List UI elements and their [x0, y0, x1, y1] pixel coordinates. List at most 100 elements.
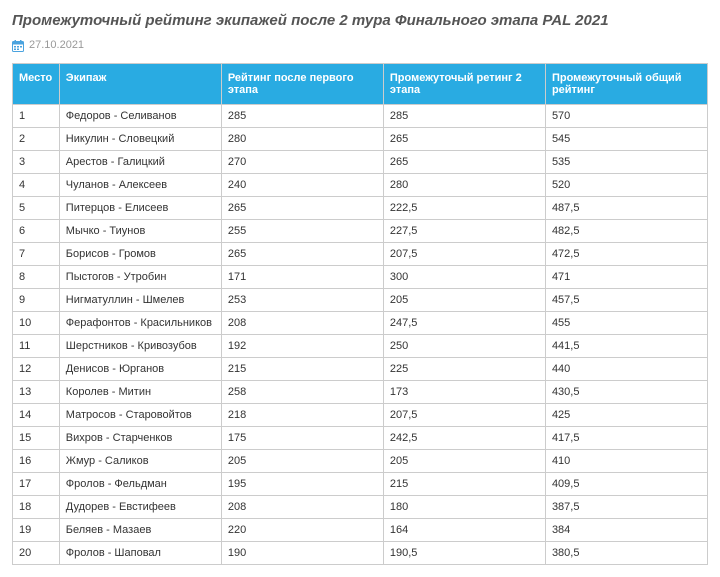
- table-cell: 409,5: [545, 473, 707, 496]
- table-cell: 440: [545, 358, 707, 381]
- table-cell: Ферафонтов - Красильников: [59, 312, 221, 335]
- table-cell: 164: [383, 519, 545, 542]
- table-cell: Фролов - Фельдман: [59, 473, 221, 496]
- table-cell: 173: [383, 381, 545, 404]
- table-cell: 285: [383, 105, 545, 128]
- col-header-r1: Рейтинг после первого этапа: [221, 64, 383, 105]
- table-cell: 208: [221, 496, 383, 519]
- ranking-table: Место Экипаж Рейтинг после первого этапа…: [12, 63, 708, 565]
- table-row: 1Федоров - Селиванов285285570: [13, 105, 708, 128]
- table-row: 12Денисов - Юрганов215225440: [13, 358, 708, 381]
- table-cell: Фролов - Шаповал: [59, 542, 221, 565]
- table-cell: 8: [13, 266, 60, 289]
- table-cell: 205: [383, 450, 545, 473]
- table-cell: 387,5: [545, 496, 707, 519]
- table-cell: 6: [13, 220, 60, 243]
- table-row: 16Жмур - Саликов205205410: [13, 450, 708, 473]
- table-cell: 192: [221, 335, 383, 358]
- table-cell: 218: [221, 404, 383, 427]
- table-cell: 570: [545, 105, 707, 128]
- table-cell: 545: [545, 128, 707, 151]
- table-cell: 227,5: [383, 220, 545, 243]
- table-cell: 250: [383, 335, 545, 358]
- table-cell: 380,5: [545, 542, 707, 565]
- table-cell: 285: [221, 105, 383, 128]
- table-cell: 207,5: [383, 243, 545, 266]
- col-header-r2: Промежуточый ретинг 2 этапа: [383, 64, 545, 105]
- table-cell: 384: [545, 519, 707, 542]
- calendar-icon: [12, 39, 24, 51]
- table-row: 2Никулин - Словецкий280265545: [13, 128, 708, 151]
- table-row: 14Матросов - Старовойтов218207,5425: [13, 404, 708, 427]
- table-cell: Нигматуллин - Шмелев: [59, 289, 221, 312]
- table-cell: 253: [221, 289, 383, 312]
- table-cell: 19: [13, 519, 60, 542]
- col-header-crew: Экипаж: [59, 64, 221, 105]
- table-cell: Федоров - Селиванов: [59, 105, 221, 128]
- table-cell: 300: [383, 266, 545, 289]
- table-cell: Борисов - Громов: [59, 243, 221, 266]
- table-cell: 265: [221, 197, 383, 220]
- table-cell: 17: [13, 473, 60, 496]
- table-cell: Денисов - Юрганов: [59, 358, 221, 381]
- table-row: 20Фролов - Шаповал190190,5380,5: [13, 542, 708, 565]
- table-cell: 190,5: [383, 542, 545, 565]
- table-cell: Шерстников - Кривозубов: [59, 335, 221, 358]
- table-cell: Матросов - Старовойтов: [59, 404, 221, 427]
- col-header-place: Место: [13, 64, 60, 105]
- table-cell: 7: [13, 243, 60, 266]
- table-cell: 247,5: [383, 312, 545, 335]
- table-cell: Чуланов - Алексеев: [59, 174, 221, 197]
- table-cell: 441,5: [545, 335, 707, 358]
- table-cell: 417,5: [545, 427, 707, 450]
- table-cell: 242,5: [383, 427, 545, 450]
- table-cell: 11: [13, 335, 60, 358]
- table-row: 15Вихров - Старченков175242,5417,5: [13, 427, 708, 450]
- table-cell: 240: [221, 174, 383, 197]
- table-row: 13Королев - Митин258173430,5: [13, 381, 708, 404]
- table-cell: 425: [545, 404, 707, 427]
- table-cell: 207,5: [383, 404, 545, 427]
- table-cell: Арестов - Галицкий: [59, 151, 221, 174]
- table-cell: 455: [545, 312, 707, 335]
- table-cell: 14: [13, 404, 60, 427]
- table-cell: Питерцов - Елисеев: [59, 197, 221, 220]
- table-cell: 430,5: [545, 381, 707, 404]
- table-cell: 9: [13, 289, 60, 312]
- table-cell: Никулин - Словецкий: [59, 128, 221, 151]
- table-cell: 471: [545, 266, 707, 289]
- table-cell: 255: [221, 220, 383, 243]
- date-text: 27.10.2021: [29, 39, 84, 51]
- table-cell: 171: [221, 266, 383, 289]
- table-cell: 280: [221, 128, 383, 151]
- table-cell: 535: [545, 151, 707, 174]
- table-row: 8Пыстогов - Утробин171300471: [13, 266, 708, 289]
- table-cell: 190: [221, 542, 383, 565]
- table-row: 19Беляев - Мазаев220164384: [13, 519, 708, 542]
- table-cell: 2: [13, 128, 60, 151]
- table-cell: 16: [13, 450, 60, 473]
- table-header-row: Место Экипаж Рейтинг после первого этапа…: [13, 64, 708, 105]
- table-cell: 195: [221, 473, 383, 496]
- table-cell: 265: [383, 128, 545, 151]
- table-row: 4Чуланов - Алексеев240280520: [13, 174, 708, 197]
- table-row: 7Борисов - Громов265207,5472,5: [13, 243, 708, 266]
- table-cell: Дудорев - Евстифеев: [59, 496, 221, 519]
- table-cell: 180: [383, 496, 545, 519]
- table-cell: 265: [383, 151, 545, 174]
- table-cell: 215: [221, 358, 383, 381]
- table-cell: 205: [383, 289, 545, 312]
- table-cell: Беляев - Мазаев: [59, 519, 221, 542]
- table-cell: 410: [545, 450, 707, 473]
- table-row: 18Дудорев - Евстифеев208180387,5: [13, 496, 708, 519]
- table-cell: 225: [383, 358, 545, 381]
- table-cell: 472,5: [545, 243, 707, 266]
- table-cell: 18: [13, 496, 60, 519]
- table-cell: 13: [13, 381, 60, 404]
- table-cell: 208: [221, 312, 383, 335]
- table-row: 5Питерцов - Елисеев265222,5487,5: [13, 197, 708, 220]
- table-cell: 15: [13, 427, 60, 450]
- table-cell: 222,5: [383, 197, 545, 220]
- table-cell: Королев - Митин: [59, 381, 221, 404]
- table-cell: 482,5: [545, 220, 707, 243]
